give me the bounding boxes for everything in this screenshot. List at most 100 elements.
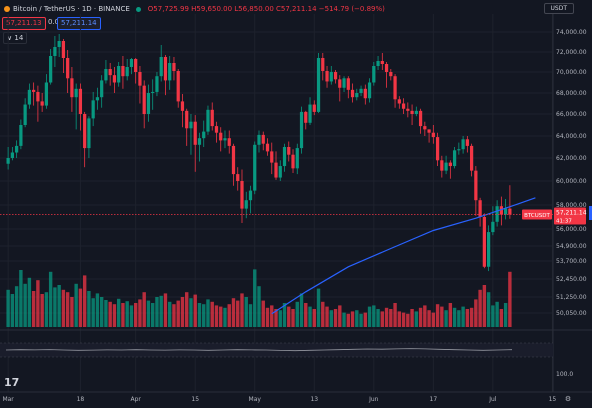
- volume-bar: [197, 303, 202, 327]
- y-tick-label: 60,000.00: [556, 178, 587, 185]
- volume-bar: [163, 293, 168, 327]
- sell-price-box[interactable]: 57,211.13: [2, 17, 46, 30]
- price-tag-value: 57,211.14: [556, 209, 587, 216]
- candle-body: [197, 138, 202, 145]
- x-tick-label: 17: [430, 396, 438, 403]
- candle-body: [321, 58, 325, 71]
- volume-bar: [431, 312, 436, 327]
- oscillator-line: [5, 348, 513, 352]
- candle-body: [457, 149, 461, 151]
- y-tick-label: 68,000.00: [556, 90, 587, 97]
- candle-body: [32, 89, 36, 92]
- candle-body: [504, 208, 508, 215]
- candle-body: [486, 232, 491, 267]
- candle-body: [168, 63, 172, 81]
- buy-price-box[interactable]: 57,211.14: [57, 17, 101, 30]
- candle-body: [508, 208, 512, 215]
- candle-body: [57, 41, 61, 47]
- oscillator-tick-label: 100.0: [556, 371, 573, 378]
- y-tick-label: 52,450.00: [556, 276, 587, 283]
- candle-body: [66, 58, 70, 79]
- volume-bar: [23, 283, 27, 327]
- currency-selector[interactable]: USDT: [543, 3, 574, 14]
- volume-bar: [240, 293, 244, 327]
- volume-bar: [44, 292, 49, 327]
- candle-body: [299, 111, 304, 149]
- candle-body: [163, 57, 168, 81]
- y-tick-label: 54,900.00: [556, 243, 587, 250]
- candle-body: [36, 91, 40, 102]
- candle-body: [410, 110, 414, 114]
- volume-bar: [333, 309, 338, 327]
- volume-bar: [448, 303, 453, 327]
- candle-body: [151, 91, 155, 93]
- volume-bar: [146, 300, 151, 327]
- volume-bar: [91, 298, 95, 327]
- volume-bar: [125, 301, 129, 327]
- volume-bar: [219, 306, 223, 327]
- candle-body: [491, 221, 495, 233]
- volume-bar: [61, 289, 66, 327]
- volume-bar: [99, 297, 104, 327]
- candle-body: [261, 134, 265, 144]
- volume-bar: [129, 305, 134, 327]
- volume-bar: [265, 307, 270, 327]
- volume-bar: [227, 304, 231, 327]
- y-tick-label: 64,000.00: [556, 133, 587, 140]
- candle-body: [23, 104, 27, 125]
- volume-bar: [299, 293, 304, 327]
- volume-bar: [19, 270, 23, 327]
- candle-body: [146, 93, 151, 114]
- candle-body: [359, 88, 363, 93]
- volume-bar: [461, 306, 465, 327]
- candle-body: [78, 88, 83, 114]
- candle-body: [418, 110, 423, 127]
- volume-bar: [57, 285, 61, 327]
- volume-bar: [486, 292, 491, 327]
- side-toolbar-handle[interactable]: [589, 206, 592, 220]
- candle-body: [159, 57, 163, 77]
- price-tag: BTCUSDT 57,211.14 41:37: [522, 207, 587, 225]
- candle-body: [87, 118, 91, 149]
- settings-gear-icon[interactable]: ⚙: [565, 395, 571, 403]
- candle-body: [176, 71, 180, 102]
- volume-bar: [503, 303, 508, 327]
- volume-bar: [53, 287, 57, 327]
- candle-body: [15, 145, 19, 153]
- candle-body: [316, 58, 321, 112]
- candle-body: [219, 132, 223, 141]
- volume-bar: [444, 310, 448, 327]
- candle-body: [355, 93, 359, 98]
- candle-body: [461, 139, 465, 150]
- candle-body: [427, 129, 431, 133]
- candle-body: [53, 47, 57, 56]
- volume-bar: [380, 311, 385, 327]
- candle-body: [452, 150, 457, 167]
- volume-bar: [367, 306, 372, 327]
- candle-body: [121, 66, 125, 77]
- candle-body: [210, 109, 214, 127]
- candle-body: [40, 101, 44, 106]
- volume-bar: [435, 304, 440, 327]
- volume-bar: [440, 306, 444, 327]
- x-tick-label: Mar: [2, 396, 14, 403]
- volume-bar: [291, 309, 295, 327]
- chevron-down-icon: ∨: [7, 34, 15, 42]
- volume-bar: [202, 304, 206, 327]
- candle-body: [227, 138, 231, 146]
- candle-body: [384, 64, 389, 72]
- candle-body: [287, 147, 291, 155]
- candle-body: [465, 139, 469, 146]
- volume-bar: [231, 298, 236, 327]
- candle-body: [253, 144, 257, 191]
- candle-body: [193, 121, 197, 145]
- candle-body: [129, 59, 134, 67]
- volume-bar: [189, 298, 193, 327]
- symbol-title[interactable]: Bitcoin / TetherUS · 1D · BINANCE: [13, 5, 130, 13]
- volume-bar: [270, 305, 274, 327]
- market-status-icon: [135, 6, 141, 12]
- volume-bar: [31, 291, 36, 327]
- candle-body: [74, 88, 78, 98]
- volume-bar: [248, 304, 253, 327]
